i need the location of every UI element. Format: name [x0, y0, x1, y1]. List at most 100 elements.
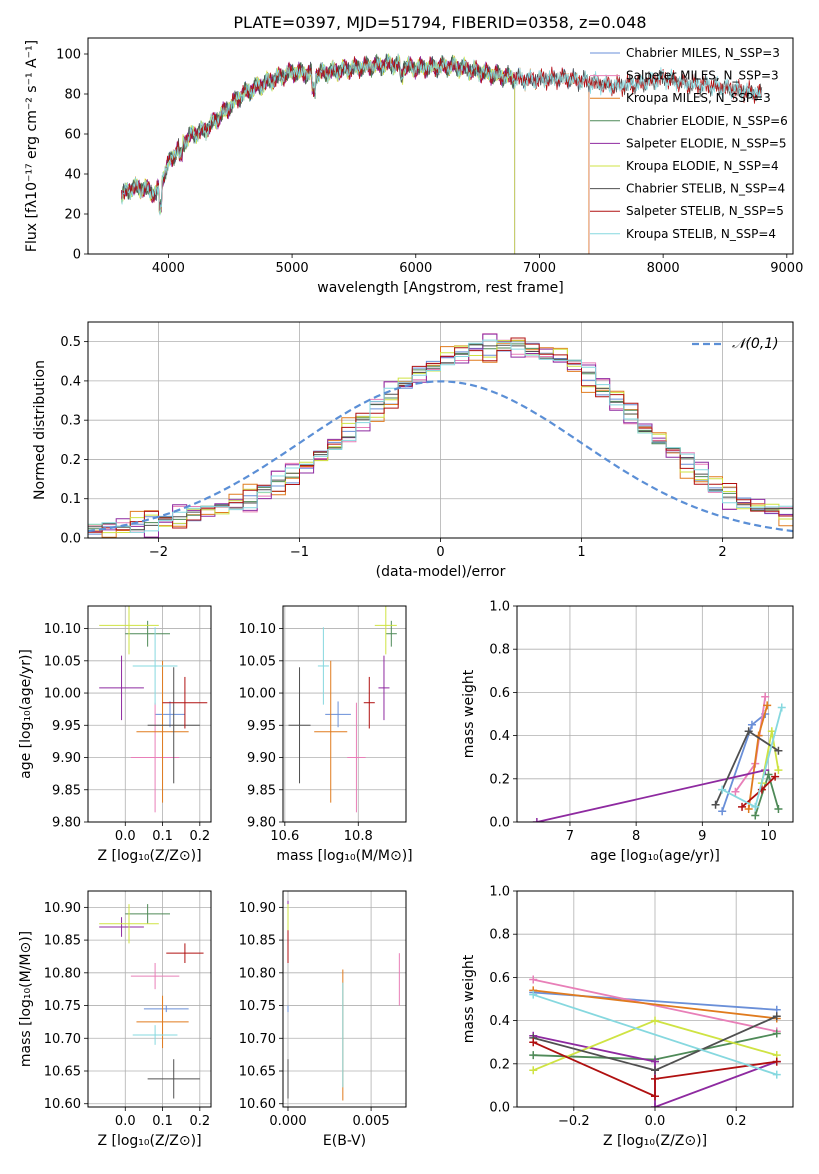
x-tick-label: −1: [290, 545, 309, 560]
plot-area: [529, 975, 781, 1107]
y-tick-label: 10.75: [44, 999, 81, 1014]
y-tick-label: 0.0: [489, 1101, 510, 1116]
y-tick-label: 9.80: [247, 816, 276, 831]
axes-frame: [516, 890, 794, 1108]
panel-spectrum: 4000 5000 6000 7000 8000 9000 0 20 40 60 80 100 wave…: [24, 37, 803, 296]
legend-entry: Salpeter STELIB, N_SSP=5: [626, 204, 784, 218]
plot-area: [88, 333, 793, 538]
panel-age_vs_mass: 10.6 10.8 9.80 9.85 9.90 9.95 10.00 10.05 10.10 m…: [239, 605, 413, 864]
point-marker: [774, 805, 783, 814]
plot-area: [532, 692, 786, 822]
x-tick-label: 0.0: [115, 829, 136, 844]
legend-entry: Chabrier MILES, N_SSP=3: [626, 46, 780, 60]
x-axis-label: E(B-V): [323, 1133, 366, 1149]
y-tick-label: 20: [64, 208, 81, 223]
y-tick-label: 60: [64, 128, 81, 143]
x-axis-label: mass [log₁₀(M/M⊙)]: [276, 848, 412, 864]
normal-curve: [88, 380, 793, 533]
y-tick-label: 0.6: [489, 686, 510, 701]
x-tick-label: 0.1: [152, 829, 173, 844]
axes-frame: [282, 890, 407, 1108]
legend-entry: Chabrier STELIB, N_SSP=4: [626, 182, 785, 196]
x-tick-label: 7: [566, 829, 574, 844]
point-marker: [772, 1057, 781, 1066]
x-tick-label: 7000: [523, 261, 556, 276]
y-tick-label: 9.80: [52, 816, 81, 831]
y-tick-label: 0.0: [489, 816, 510, 831]
point-marker: [718, 785, 727, 794]
y-tick-label: 10.60: [44, 1097, 81, 1112]
point-marker: [651, 1057, 659, 1066]
y-tick-label: 10.80: [239, 966, 276, 981]
point-marker: [529, 1051, 538, 1060]
point-marker: [747, 720, 756, 729]
point-marker: [651, 1103, 659, 1107]
x-axis-label: Z [log₁₀(Z/Z⊙)]: [603, 1133, 707, 1149]
point-marker: [751, 811, 760, 820]
point-marker: [777, 703, 786, 712]
y-tick-label: 0.0: [60, 532, 81, 547]
legend-entry: 𝒩(0,1): [732, 336, 779, 352]
axes-frame: [516, 605, 794, 823]
y-tick-label: 100: [56, 48, 81, 63]
spectrum-line: [121, 53, 590, 254]
y-tick-label: 0: [73, 248, 81, 263]
y-tick-label: 0.5: [60, 335, 81, 350]
y-tick-label: 10.10: [44, 622, 81, 637]
x-tick-label: 10.8: [344, 829, 373, 844]
panel-weight_vs_Z: −0.2 0.0 0.2 0.0 0.2 0.4 0.6 0.8 1.0 Z [log₁₀(Z/Z…: [461, 885, 794, 1149]
x-tick-label: 6000: [399, 261, 432, 276]
legend-entry: Chabrier ELODIE, N_SSP=6: [626, 114, 788, 128]
point-marker: [772, 1029, 781, 1038]
plot-area: [121, 53, 763, 254]
point-marker: [744, 805, 753, 814]
y-tick-label: 0.4: [489, 729, 510, 744]
weight-line: [536, 769, 766, 822]
point-marker: [772, 1070, 781, 1079]
x-tick-label: 0.2: [189, 1114, 210, 1129]
x-tick-label: 0.2: [189, 829, 210, 844]
x-axis-label: age [log₁₀(age/yr)]: [590, 848, 720, 864]
y-tick-label: 10.05: [44, 654, 81, 669]
y-tick-label: 10.85: [239, 934, 276, 949]
plot-area: [99, 606, 208, 813]
point-marker: [651, 1092, 659, 1101]
legend: Chabrier MILES, N_SSP=3 Salpeter MILES, N…: [590, 46, 788, 241]
y-tick-label: 0.2: [489, 772, 510, 787]
axes-frame: [87, 890, 212, 1108]
point-marker: [529, 990, 538, 999]
weight-line: [533, 978, 777, 1033]
weight-line: [532, 993, 778, 1076]
x-tick-label: 0.0: [115, 1114, 136, 1129]
point-marker: [763, 701, 772, 710]
x-axis-label: (data-model)/error: [376, 564, 506, 580]
plot-area: [287, 900, 400, 1101]
x-axis-label: Z [log₁₀(Z/Z⊙)]: [97, 1133, 201, 1149]
y-axis-label: Flux [fλ10⁻¹⁷ erg cm⁻² s⁻¹ A⁻¹]: [24, 40, 40, 252]
y-tick-label: 0.2: [60, 453, 81, 468]
point-marker: [731, 787, 740, 796]
x-tick-label: 10.6: [270, 829, 299, 844]
x-tick-label: 10: [760, 829, 777, 844]
spectrum-line: [121, 53, 763, 207]
point-marker: [751, 802, 760, 811]
point-marker: [529, 1066, 538, 1075]
y-tick-label: 0.2: [489, 1057, 510, 1072]
legend-entry: Kroupa STELIB, N_SSP=4: [626, 227, 776, 241]
legend-entry: Kroupa MILES, N_SSP=3: [626, 91, 771, 105]
point-marker: [651, 1074, 659, 1083]
point-marker: [738, 802, 747, 811]
y-tick-label: 0.1: [60, 492, 81, 507]
y-tick-label: 10.75: [239, 999, 276, 1014]
point-marker: [774, 766, 783, 775]
x-tick-label: 9: [698, 829, 706, 844]
y-tick-label: 10.65: [44, 1065, 81, 1080]
y-tick-label: 10.65: [239, 1065, 276, 1080]
y-tick-label: 9.90: [52, 751, 81, 766]
spectrum-line: [121, 53, 763, 216]
y-tick-label: 10.70: [239, 1032, 276, 1047]
point-marker: [651, 1066, 659, 1075]
panel-mass_vs_Z: 0.0 0.1 0.2 10.60 10.65 10.70 10.75 10.80 10.85 1…: [18, 890, 212, 1149]
y-tick-label: 10.90: [44, 901, 81, 916]
x-tick-label: −2: [149, 545, 168, 560]
